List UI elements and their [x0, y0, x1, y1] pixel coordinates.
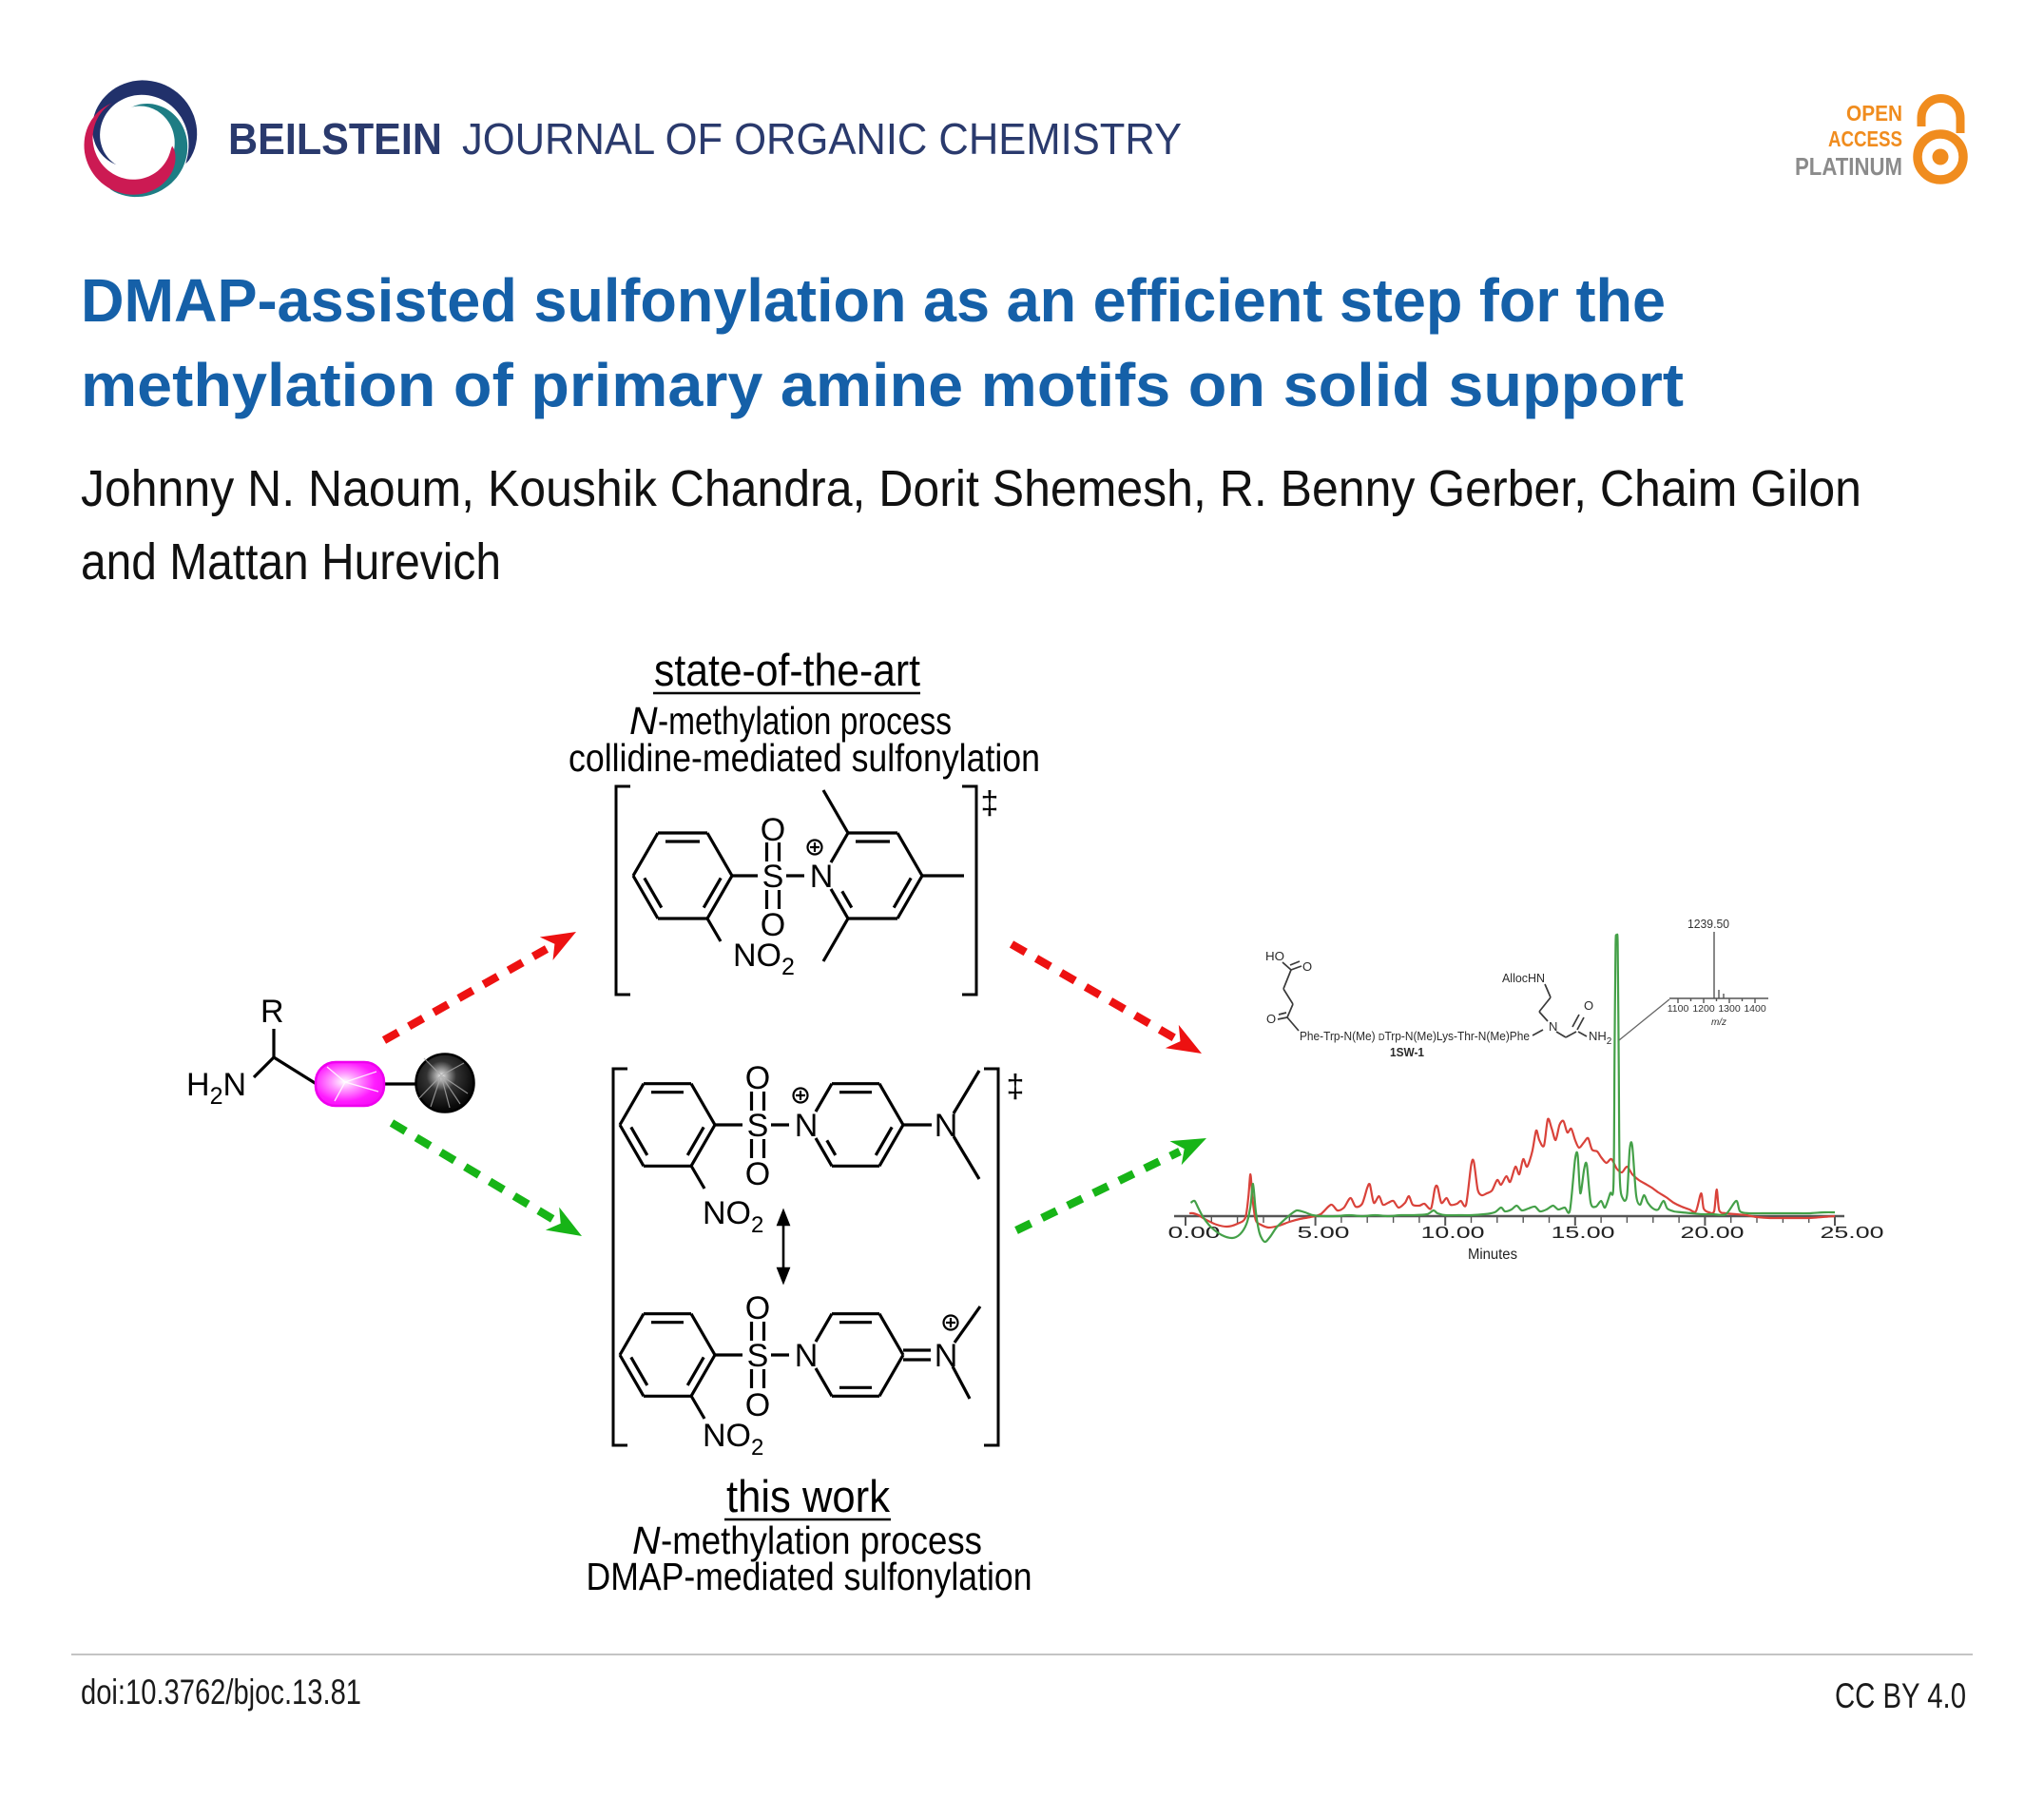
svg-text:O: O [1266, 1012, 1276, 1026]
svg-text:JOURNAL OF ORGANIC CHEMISTRY: JOURNAL OF ORGANIC CHEMISTRY [462, 114, 1182, 164]
svg-text:N: N [810, 859, 834, 895]
svg-text:10.00: 10.00 [1421, 1223, 1485, 1242]
svg-text:O: O [1584, 998, 1593, 1013]
svg-text:N: N [795, 1108, 819, 1144]
svg-text:AllocHN: AllocHN [1502, 971, 1545, 985]
svg-text:15.00: 15.00 [1552, 1223, 1615, 1242]
svg-text:collidine-mediated sulfonylati: collidine-mediated sulfonylation [569, 736, 1040, 780]
svg-text:doi:10.3762/bjoc.13.81: doi:10.3762/bjoc.13.81 [81, 1673, 361, 1712]
svg-text:N: N [1549, 1019, 1557, 1034]
svg-text:OPEN: OPEN [1846, 101, 1902, 126]
svg-text:N: N [935, 1108, 958, 1144]
svg-text:m/z: m/z [1711, 1017, 1726, 1028]
svg-text:this work: this work [726, 1471, 890, 1521]
svg-text:HO: HO [1265, 949, 1284, 963]
svg-text:CC BY 4.0: CC BY 4.0 [1835, 1676, 1966, 1715]
svg-text:O: O [745, 1387, 770, 1423]
svg-text:O: O [1302, 959, 1312, 974]
svg-text:1400: 1400 [1744, 1003, 1766, 1015]
svg-text:-methylation process: -methylation process [661, 1519, 982, 1562]
svg-text:O: O [761, 812, 785, 848]
svg-text:Minutes: Minutes [1468, 1247, 1517, 1263]
svg-text:N: N [632, 1519, 661, 1562]
svg-text:O: O [761, 907, 785, 943]
svg-text:NO2: NO2 [703, 1195, 763, 1238]
svg-text:S: S [762, 859, 784, 895]
svg-text:and Mattan Hurevich: and Mattan Hurevich [81, 533, 501, 590]
svg-text:state-of-the-art: state-of-the-art [654, 645, 920, 695]
svg-text:1239.50: 1239.50 [1687, 917, 1729, 931]
svg-text:Johnny N. Naoum, Koushik Chand: Johnny N. Naoum, Koushik Chandra, Dorit … [81, 460, 1861, 517]
svg-text:0.00: 0.00 [1168, 1223, 1221, 1242]
svg-text:BEILSTEIN: BEILSTEIN [228, 114, 442, 164]
svg-text:1SW-1: 1SW-1 [1390, 1045, 1424, 1059]
svg-text:methylation of primary amine m: methylation of primary amine motifs on s… [81, 351, 1684, 419]
svg-text:Phe-Trp-N(Me) DTrp-N(Me)Lys-Th: Phe-Trp-N(Me) DTrp-N(Me)Lys-Thr-N(Me)Phe [1300, 1029, 1530, 1043]
svg-text:‡: ‡ [981, 785, 999, 822]
svg-text:PLATINUM: PLATINUM [1795, 152, 1902, 181]
svg-text:N: N [629, 699, 658, 743]
svg-text:R: R [260, 994, 284, 1030]
svg-text:1100: 1100 [1668, 1003, 1689, 1015]
svg-text:1300: 1300 [1718, 1003, 1741, 1015]
svg-text:20.00: 20.00 [1681, 1223, 1745, 1242]
svg-text:1200: 1200 [1692, 1003, 1715, 1015]
svg-text:‡: ‡ [1007, 1069, 1025, 1105]
svg-text:O: O [745, 1290, 770, 1326]
svg-text:25.00: 25.00 [1821, 1223, 1884, 1242]
svg-text:N: N [795, 1338, 819, 1374]
svg-text:DMAP-assisted sulfonylation as: DMAP-assisted sulfonylation as an effici… [81, 266, 1666, 335]
svg-text:N: N [935, 1338, 958, 1374]
svg-text:ACCESS: ACCESS [1828, 126, 1902, 151]
svg-text:O: O [745, 1156, 770, 1192]
svg-text:NH2: NH2 [1589, 1029, 1612, 1047]
svg-text:-methylation process: -methylation process [658, 699, 952, 743]
svg-text:DMAP-mediated sulfonylation: DMAP-mediated sulfonylation [587, 1555, 1032, 1598]
svg-text:S: S [747, 1108, 769, 1144]
svg-text:O: O [745, 1060, 770, 1096]
svg-text:S: S [747, 1338, 769, 1374]
svg-text:5.00: 5.00 [1298, 1223, 1350, 1242]
